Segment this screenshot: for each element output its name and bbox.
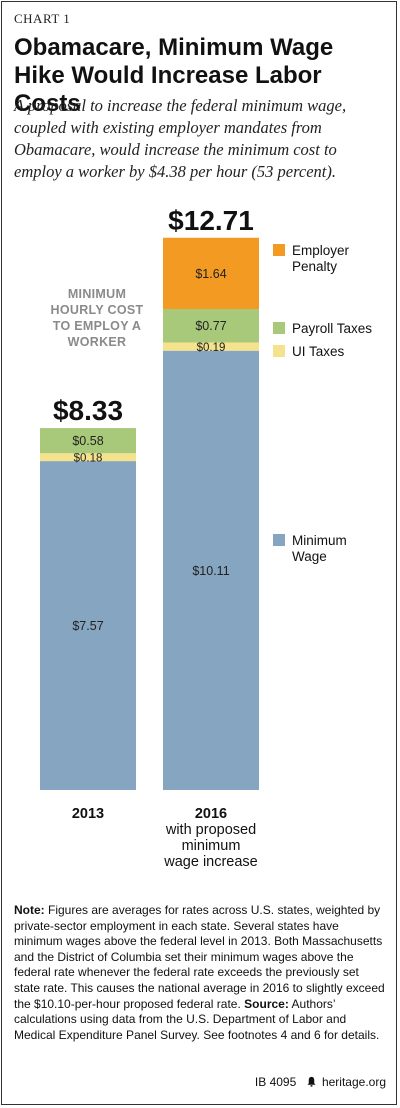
report-id: IB 4095 <box>254 1075 297 1089</box>
site-name: heritage.org <box>321 1075 386 1089</box>
bar-segment-1-3 <box>163 237 259 310</box>
note-block: Note: Figures are averages for rates acr… <box>14 903 386 1043</box>
bell-icon <box>306 1076 316 1087</box>
data-label-0-2: $0.58 <box>72 434 103 448</box>
bar-segment-1-2 <box>163 309 259 343</box>
legend-swatch-2 <box>273 322 285 334</box>
bar-segment-0-2 <box>40 428 136 454</box>
category-label-0: 2013 <box>72 806 104 822</box>
chart-title: Obamacare, Minimum Wage Hike Would Incre… <box>14 34 334 117</box>
source-text: Authors’ calculations using data from th… <box>14 996 380 1042</box>
total-label-1: $12.71 <box>168 205 254 236</box>
bar-segment-1-1 <box>163 342 259 351</box>
chart-number-label: CHART 1 <box>14 11 71 26</box>
legend-swatch-3 <box>273 244 285 256</box>
note-label: Note: <box>14 903 45 917</box>
legend-label-2: Payroll Taxes <box>292 321 372 336</box>
data-label-1-2: $0.77 <box>195 319 226 333</box>
bar-segment-0-0 <box>40 461 136 790</box>
legend-label-1: UI Taxes <box>292 344 345 359</box>
note-text: Figures are averages for rates across U.… <box>14 903 385 1011</box>
data-label-1-3: $1.64 <box>195 267 226 281</box>
chart-annotation: MINIMUM HOURLY COST TO EMPLOY A WORKER <box>51 287 144 349</box>
data-label-1-0: $10.11 <box>192 564 229 578</box>
total-label-0: $8.33 <box>53 395 123 426</box>
data-label-0-0: $7.57 <box>72 619 103 633</box>
legend-label-0: Minimum Wage <box>292 533 347 564</box>
legend-swatch-0 <box>273 534 285 546</box>
chart-subtitle: A proposal to increase the federal minim… <box>14 96 347 181</box>
bar-segment-0-1 <box>40 453 136 462</box>
data-label-0-1: $0.18 <box>74 453 103 465</box>
category-label-1: 2016 with proposed minimum wage increase <box>163 806 258 870</box>
legend-label-3: Employer Penalty <box>292 243 350 274</box>
data-label-1-1: $0.19 <box>197 342 226 354</box>
legend-swatch-1 <box>273 345 285 357</box>
footer: IB 4095 heritage.org <box>255 1075 386 1089</box>
stacked-bar-chart: $7.57 $0.18 $0.58 $8.33 2013 $10.11 $0.19 $0.77… <box>40 205 372 870</box>
source-label: Source: <box>244 996 289 1011</box>
bar-segment-1-0 <box>163 350 259 790</box>
